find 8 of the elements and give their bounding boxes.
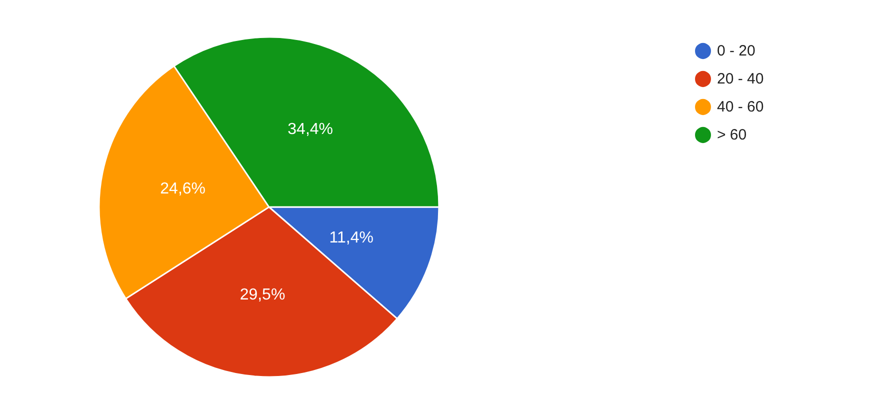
data-label: 24,6% [160, 180, 206, 198]
legend-label: 0 - 20 [717, 42, 756, 60]
legend-label: > 60 [717, 126, 747, 144]
legend-label: 40 - 60 [717, 98, 764, 116]
legend-label: 20 - 40 [717, 70, 764, 88]
data-label: 34,4% [288, 120, 334, 138]
data-label: 11,4% [329, 229, 374, 246]
data-label: 29,5% [240, 286, 286, 304]
